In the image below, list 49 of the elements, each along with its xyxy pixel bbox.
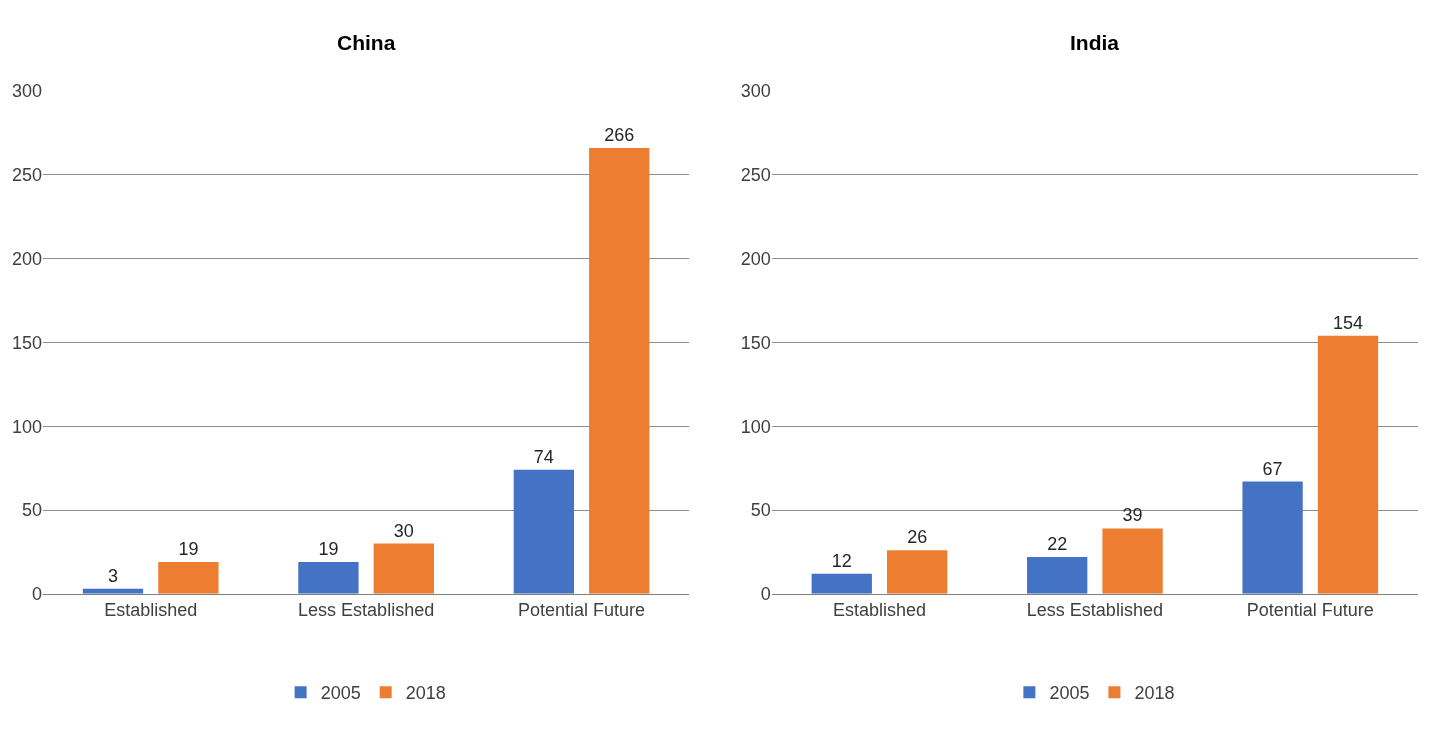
data-label: 3 [108, 565, 119, 586]
x-tick-label: Potential Future [1246, 600, 1374, 621]
y-tick-label: 0 [31, 584, 42, 605]
bar [1102, 528, 1163, 594]
y-tick-label: 150 [11, 332, 42, 353]
bar [298, 562, 359, 594]
y-tick-label: 50 [21, 500, 42, 521]
y-tick-label: 300 [740, 81, 771, 102]
y-tick-label: 100 [740, 416, 771, 437]
bar [1317, 335, 1379, 594]
legend-label: 2005 [1049, 683, 1090, 704]
x-tick-label: Established [832, 600, 926, 621]
x-tick-label: Less Established [1026, 600, 1163, 621]
data-label: 19 [318, 539, 339, 560]
bar [373, 543, 434, 594]
x-tick-label: Potential Future [518, 600, 646, 621]
x-tick-label: Less Established [298, 600, 435, 621]
data-label: 30 [393, 520, 414, 541]
x-tick-label: Established [104, 600, 198, 621]
bar [589, 147, 650, 594]
legend-label: 2018 [1134, 683, 1175, 704]
y-tick-label: 50 [750, 500, 771, 521]
chart-title: China [337, 31, 396, 54]
bar [513, 469, 574, 594]
bar [1242, 481, 1303, 594]
y-tick-label: 200 [740, 248, 771, 269]
data-label: 22 [1047, 533, 1068, 554]
data-label: 67 [1262, 458, 1283, 479]
y-tick-label: 150 [740, 332, 771, 353]
data-label: 26 [907, 527, 928, 548]
data-label: 74 [533, 446, 554, 467]
data-label: 39 [1122, 505, 1143, 526]
bar [158, 562, 219, 594]
data-label: 19 [178, 539, 199, 560]
legend-label: 2018 [405, 683, 446, 704]
legend-label: 2005 [320, 683, 361, 704]
chart-title: India [1070, 31, 1120, 54]
y-tick-label: 0 [760, 584, 771, 605]
data-label: 12 [831, 550, 852, 571]
bar [1027, 556, 1088, 594]
bar [887, 550, 948, 594]
y-tick-label: 250 [11, 165, 42, 186]
bar [811, 573, 872, 594]
data-label: 266 [604, 124, 635, 145]
y-tick-label: 200 [11, 248, 42, 269]
data-label: 154 [1332, 312, 1364, 333]
y-tick-label: 100 [11, 416, 42, 437]
y-tick-label: 250 [740, 165, 771, 186]
y-tick-label: 300 [11, 81, 42, 102]
